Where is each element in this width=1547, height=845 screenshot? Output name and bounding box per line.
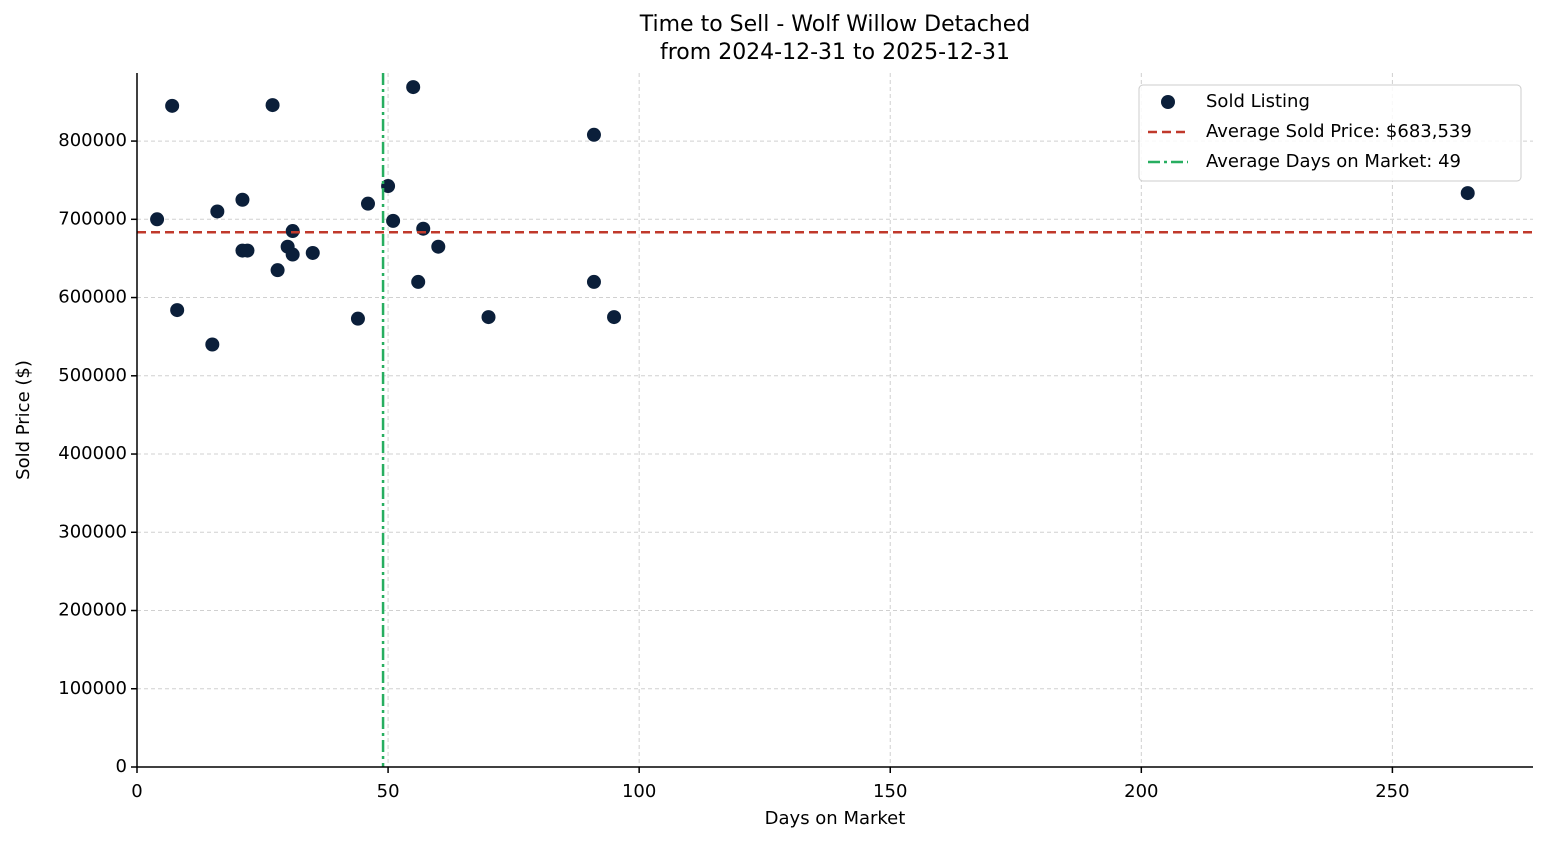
legend-label: Sold Listing (1206, 91, 1310, 112)
x-tick-label: 150 (873, 781, 907, 802)
y-tick-label: 800000 (58, 130, 127, 151)
legend-marker (1161, 95, 1175, 109)
data-point (165, 98, 180, 113)
x-tick-label: 100 (622, 781, 656, 802)
y-tick-label: 100000 (58, 678, 127, 699)
data-point (270, 263, 285, 278)
data-point (586, 274, 601, 289)
y-tick-label: 600000 (58, 287, 127, 308)
data-point (1460, 186, 1475, 201)
x-tick-label: 200 (1124, 781, 1158, 802)
axes: 0 50 100 150 200 250 0 100000 200000 300000 400000… (58, 73, 1533, 802)
data-point (481, 310, 496, 325)
data-point (411, 274, 426, 289)
y-tick-label: 300000 (58, 521, 127, 542)
data-point (205, 337, 220, 352)
data-point (170, 303, 185, 318)
y-tick-label: 400000 (58, 443, 127, 464)
data-point (150, 212, 165, 227)
y-tick-label: 0 (116, 756, 127, 777)
data-point (607, 310, 622, 325)
data-point (431, 239, 446, 254)
chart-title: Time to Sell - Wolf Willow Detached (639, 12, 1031, 37)
data-point (210, 204, 225, 219)
x-tick-label: 50 (377, 781, 400, 802)
plot-area (137, 73, 1533, 767)
data-point (285, 247, 300, 262)
data-point (381, 179, 396, 194)
data-point (386, 213, 401, 228)
y-tick-label: 500000 (58, 365, 127, 386)
y-tick-label: 200000 (58, 600, 127, 621)
data-point (416, 221, 431, 236)
x-tick-label: 0 (131, 781, 142, 802)
y-axis-label: Sold Price ($) (13, 360, 34, 480)
chart-subtitle: from 2024-12-31 to 2025-12-31 (660, 40, 1010, 65)
data-point (265, 98, 280, 113)
x-axis-label: Days on Market (765, 808, 906, 829)
legend-box (1138, 84, 1522, 182)
legend-label: Average Days on Market: 49 (1206, 151, 1461, 172)
data-point (586, 127, 601, 142)
data-point (235, 192, 250, 207)
data-point (240, 243, 255, 258)
x-tick-label: 250 (1375, 781, 1409, 802)
data-point (305, 245, 320, 260)
legend-label: Average Sold Price: $683,539 (1206, 121, 1472, 142)
data-point (406, 80, 421, 95)
legend: Sold Listing Average Sold Price: $683,539… (1138, 84, 1522, 182)
data-point (350, 311, 365, 326)
data-point (360, 196, 375, 211)
y-tick-label: 700000 (58, 208, 127, 229)
